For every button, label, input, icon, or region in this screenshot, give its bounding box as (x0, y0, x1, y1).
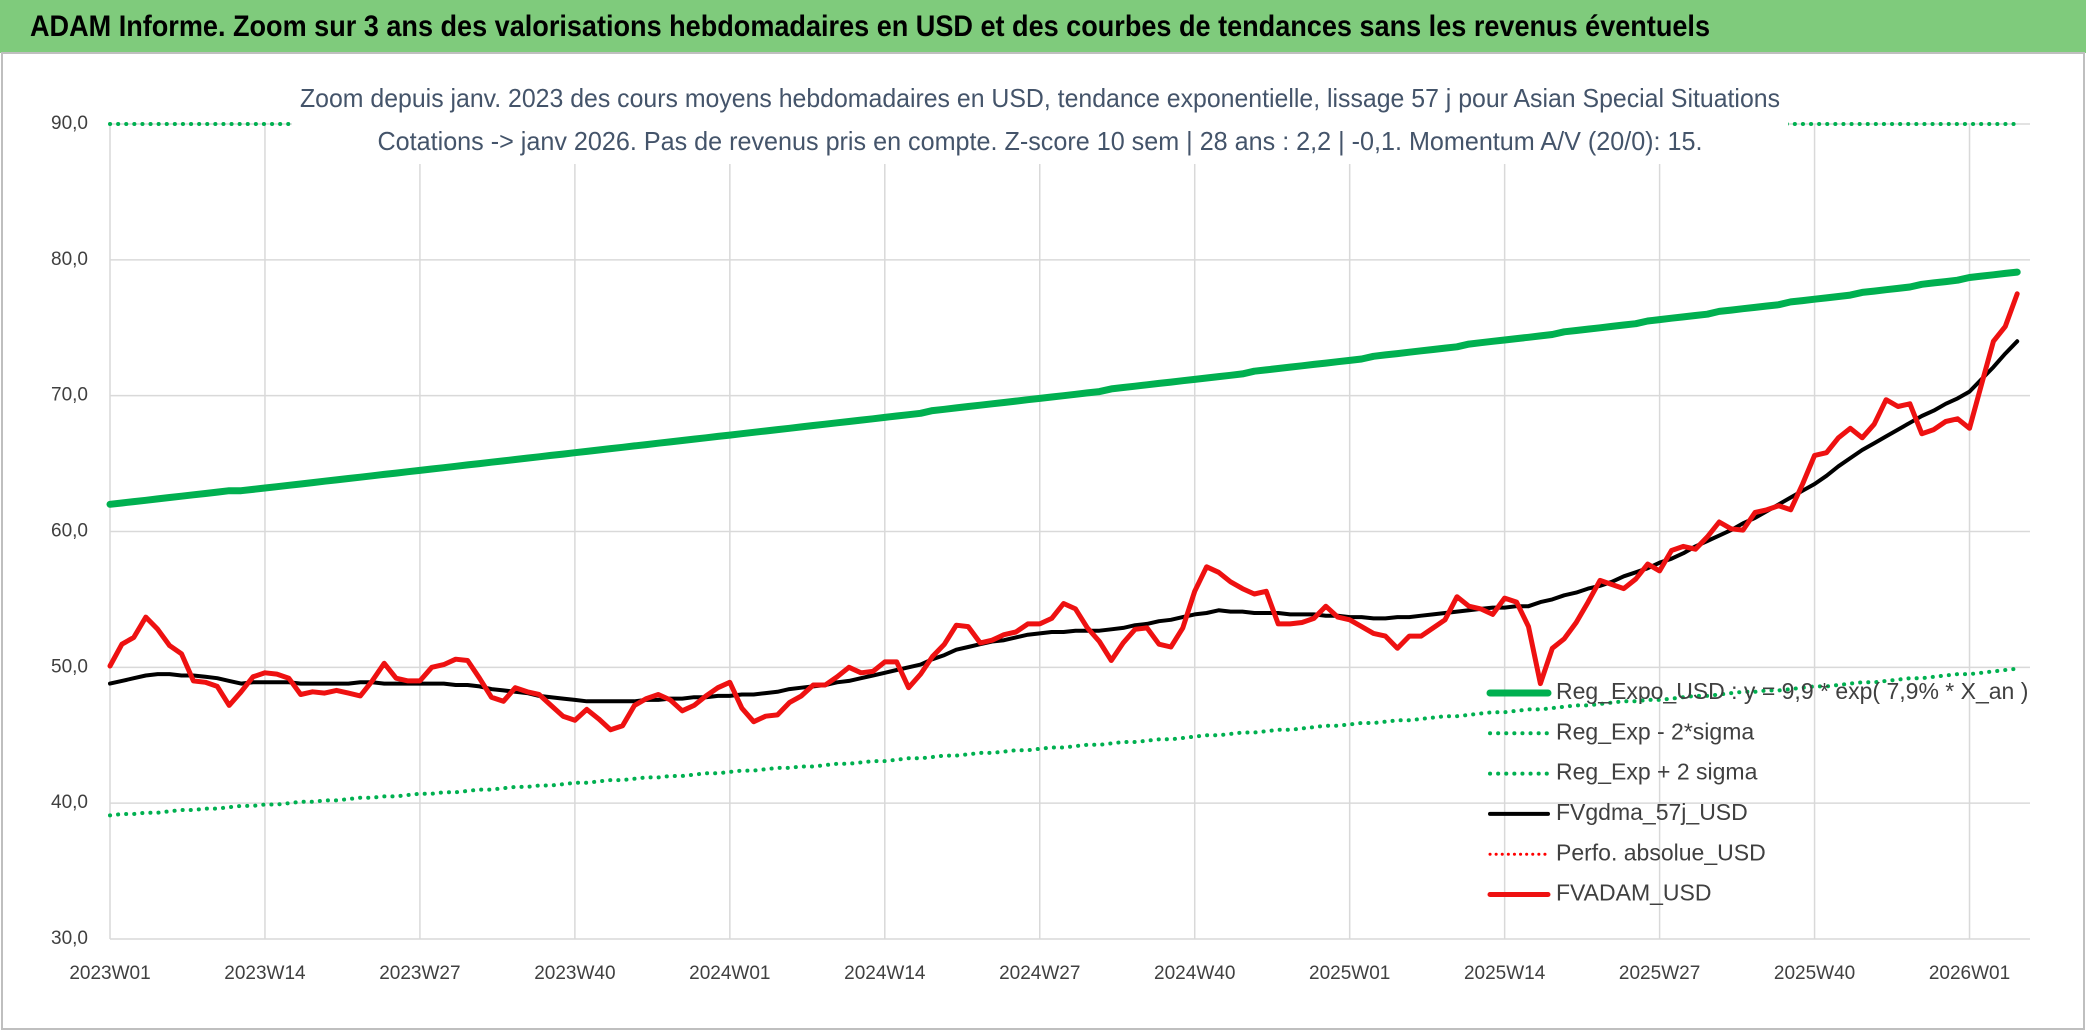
x-tick-label: 2025W27 (1619, 963, 1700, 984)
series-line (108, 666, 2020, 818)
x-tick-label: 2024W01 (689, 963, 770, 984)
x-tick-label: 2025W14 (1464, 963, 1546, 984)
series-line (106, 268, 2021, 508)
header-bar (0, 0, 2086, 53)
legend-label: FVADAM_USD (1556, 880, 1712, 906)
legend-label: Perfo. absolue_USD (1556, 839, 1766, 865)
x-tick-label: 2024W27 (999, 963, 1080, 984)
y-tick-label: 70,0 (51, 385, 88, 406)
chart-frame (1, 52, 2085, 1030)
subtitle-background (292, 78, 1788, 164)
chart-title: ADAM Informe. Zoom sur 3 ans des valoris… (30, 10, 1710, 43)
x-tick-label: 2024W40 (1154, 963, 1235, 984)
legend-label: FVgdma_57j_USD (1556, 799, 1748, 825)
y-tick-label: 50,0 (51, 656, 88, 677)
subtitle: Cotations -> janv 2026. Pas de revenus p… (378, 126, 1703, 156)
legend-label: Reg_Exp + 2 sigma (1556, 759, 1758, 785)
y-tick-label: 30,0 (51, 928, 88, 949)
x-tick-label: 2024W14 (844, 963, 926, 984)
x-tick-label: 2023W40 (534, 963, 615, 984)
series-line (107, 291, 2020, 733)
y-tick-label: 60,0 (51, 521, 88, 542)
legend-label: Reg_Exp - 2*sigma (1556, 718, 1754, 744)
x-tick-label: 2023W14 (224, 963, 306, 984)
y-tick-label: 40,0 (51, 792, 88, 813)
x-tick-label: 2023W01 (69, 963, 150, 984)
x-tick-label: 2023W27 (379, 963, 460, 984)
x-tick-label: 2026W01 (1929, 963, 2010, 984)
x-tick-label: 2025W01 (1309, 963, 1390, 984)
y-tick-label: 90,0 (51, 113, 88, 134)
subtitle: Zoom depuis janv. 2023 des cours moyens … (300, 83, 1780, 113)
x-tick-label: 2025W40 (1774, 963, 1855, 984)
legend-label: Reg_Expo_USD : y = 9,9 * exp( 7,9% * X_a… (1556, 678, 2028, 704)
y-tick-label: 80,0 (51, 249, 88, 270)
